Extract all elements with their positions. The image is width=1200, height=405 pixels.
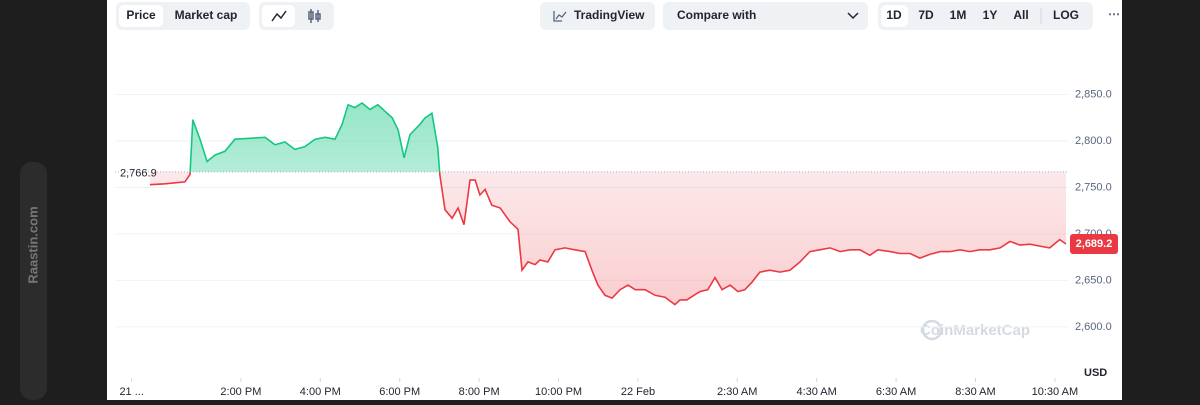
toggle-selected: [119, 5, 163, 27]
y-tick-label: 2,850.0: [1075, 89, 1112, 101]
baseline-label: 2,766.9: [120, 168, 157, 180]
x-tick-label: 4:30 AM: [796, 386, 836, 398]
more-button[interactable]: ⋯: [1108, 7, 1120, 21]
range-button[interactable]: 1Y: [983, 8, 998, 22]
x-tick-label: 6:00 PM: [379, 386, 420, 398]
tv-icon: [555, 11, 567, 20]
range-button[interactable]: All: [1013, 8, 1028, 22]
compare-select[interactable]: [663, 2, 868, 30]
x-tick-label: 8:30 AM: [955, 386, 995, 398]
watermark-logo: [921, 319, 943, 341]
x-tick-label: 6:30 AM: [876, 386, 916, 398]
last-price-label: 2,689.2: [1076, 238, 1113, 250]
y-tick-label: 2,650.0: [1075, 274, 1112, 286]
range-button[interactable]: LOG: [1053, 8, 1079, 22]
side-label: Raastin.com: [25, 206, 40, 283]
x-tick-label: 4:00 PM: [300, 386, 341, 398]
y-tick-label: 2,600.0: [1075, 321, 1112, 333]
x-tick-label: 2:00 PM: [220, 386, 261, 398]
area-down: [149, 171, 1067, 305]
line-icon: [271, 10, 287, 22]
area-up: [149, 103, 1067, 172]
y-tick-label: 2,750.0: [1075, 181, 1112, 193]
x-tick-label: 22 Feb: [621, 386, 655, 398]
market-cap-button[interactable]: Market cap: [175, 8, 238, 22]
x-tick-label: 2:30 AM: [717, 386, 757, 398]
x-tick-label: 10:30 AM: [1032, 386, 1078, 398]
last-price-badge: [1070, 234, 1118, 255]
price-line: [149, 102, 1067, 306]
chevron: [847, 12, 859, 20]
range-group: [878, 2, 1093, 30]
y-axis-label: USD: [1084, 367, 1107, 379]
side-pill: [20, 162, 47, 400]
tv-icon: [553, 11, 562, 22]
range-button[interactable]: 1D: [886, 8, 902, 22]
x-tick-label: 8:00 PM: [459, 386, 500, 398]
tradingview-label: TradingView: [574, 8, 645, 22]
tradingview-button[interactable]: [540, 2, 655, 30]
candle-icon[interactable]: [308, 9, 321, 23]
watermark: CoinMarketCap: [920, 322, 1030, 339]
compare-label: Compare with: [677, 8, 756, 22]
range-button[interactable]: 1M: [950, 8, 967, 22]
range-button[interactable]: 7D: [918, 8, 934, 22]
y-tick-label: 2,800.0: [1075, 135, 1112, 147]
range-selected: [881, 5, 908, 27]
x-tick-label: 10:00 PM: [535, 386, 582, 398]
price-button[interactable]: Price: [126, 8, 156, 22]
x-tick-label: 21 ...: [119, 386, 143, 398]
